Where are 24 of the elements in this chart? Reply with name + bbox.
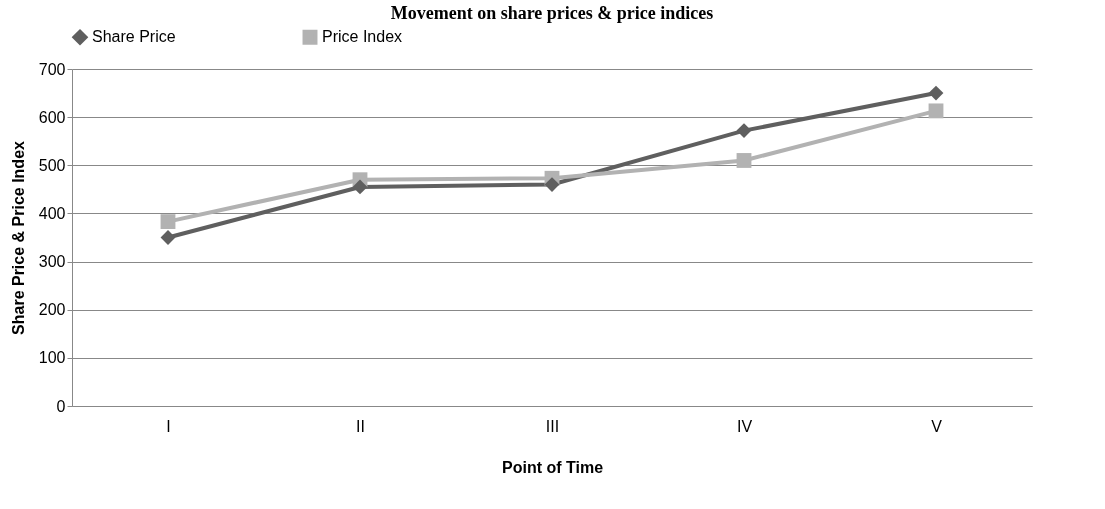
x-tick-label: V: [931, 417, 943, 435]
y-tick-label: 100: [38, 349, 66, 367]
point: [928, 103, 944, 119]
point: [736, 123, 752, 139]
y-tick-label: 700: [38, 60, 66, 78]
y-tick-label: 200: [38, 301, 66, 319]
legend-label: Price Index: [322, 28, 403, 46]
x-tick-label: IV: [736, 417, 753, 435]
x-tick-label: III: [545, 417, 560, 435]
y-tick-label: 400: [38, 204, 66, 222]
point: [160, 214, 176, 230]
y-tick-label: 500: [38, 156, 66, 174]
point: [736, 153, 752, 168]
x-tick-label: I: [166, 417, 171, 435]
y-axis-title: Share Price & Price Index: [9, 140, 27, 335]
y-tick-label: 600: [38, 108, 66, 126]
y-tick-label: 0: [56, 397, 66, 415]
x-tick-label: II: [356, 417, 365, 435]
legend-label: Share Price: [92, 28, 176, 46]
y-tick-label: 300: [38, 253, 66, 271]
point: [928, 85, 944, 101]
point: [352, 179, 368, 195]
x-axis-title: Point of Time: [501, 458, 604, 476]
chart-title: Movement on share prices & price indices: [390, 3, 714, 23]
